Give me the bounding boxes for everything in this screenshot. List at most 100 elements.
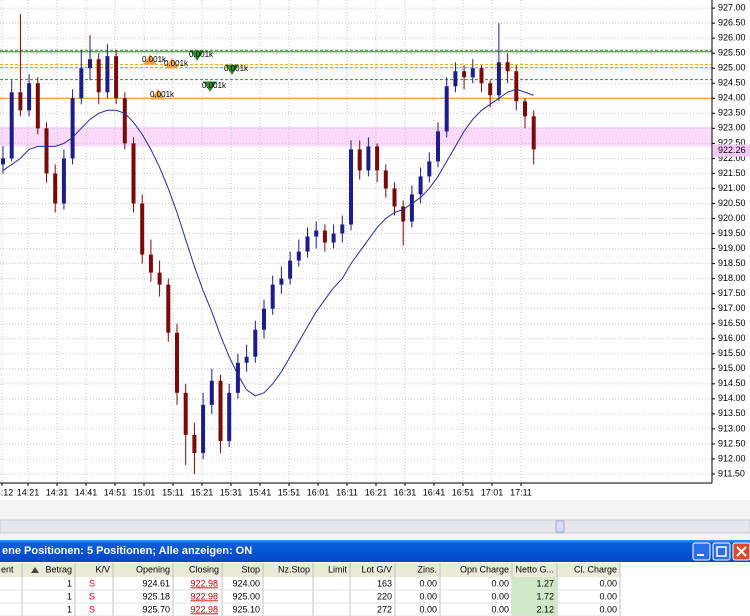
- candle-body: [235, 362, 240, 393]
- order-marker: [151, 89, 165, 100]
- table-cell: 0.00: [491, 578, 509, 588]
- y-tick-label: 923.00: [718, 123, 746, 133]
- y-tick-label: 916.00: [718, 333, 746, 343]
- table-cell: 1.27: [536, 578, 554, 588]
- candle-body: [470, 68, 475, 78]
- column-header[interactable]: Zins.: [417, 564, 437, 574]
- x-tick-label: 14:21: [17, 487, 40, 497]
- h-scrollbar[interactable]: [0, 519, 750, 534]
- candle-body: [218, 380, 223, 441]
- candle-body: [401, 206, 406, 222]
- positions-table: ent Betrag K/V Opening Closing Stop Nz.Stop Lim…: [0, 562, 750, 616]
- y-tick-label: 915.50: [718, 348, 746, 358]
- table-cell: 924.61: [142, 578, 170, 588]
- column-header[interactable]: Closing: [189, 564, 219, 574]
- candle-body: [331, 233, 336, 243]
- x-tick-label: 14:31: [46, 487, 69, 497]
- table-cell: 0.00: [491, 604, 509, 614]
- close-icon: [736, 546, 747, 557]
- x-tick-label: 15:01: [133, 487, 156, 497]
- last-price-label: 922.26: [718, 145, 746, 155]
- candle-body: [105, 56, 110, 93]
- minimize-button[interactable]: [692, 542, 711, 561]
- x-tick-label: 14:12: [0, 487, 13, 497]
- y-tick-label: 915.00: [718, 363, 746, 373]
- closing-link[interactable]: 922.98: [190, 591, 218, 601]
- table-cell: 0.00: [419, 591, 437, 601]
- sort-icon: [31, 567, 39, 573]
- candle-body: [209, 380, 214, 405]
- y-tick-label: 921.50: [718, 168, 746, 178]
- column-header[interactable]: Netto G...: [515, 564, 554, 574]
- closing-link[interactable]: 922.98: [190, 578, 218, 588]
- column-header[interactable]: Lot G/V: [361, 564, 392, 574]
- candle-body: [383, 170, 388, 189]
- y-tick-label: 921.00: [718, 183, 746, 193]
- x-tick-label: 14:41: [75, 487, 98, 497]
- column-header[interactable]: K/V: [95, 564, 110, 574]
- table-cell: 925.70: [142, 604, 170, 614]
- window-titlebar: [0, 540, 750, 562]
- x-tick-label: 16:11: [336, 487, 358, 497]
- candle-body: [531, 116, 536, 150]
- table-cell: 0.00: [491, 591, 509, 601]
- y-tick-label: 923.50: [718, 108, 746, 118]
- y-tick-label: 922.50: [718, 138, 746, 148]
- candle-body: [122, 98, 127, 144]
- y-tick-label: 913.00: [718, 423, 746, 433]
- candle-body: [288, 260, 293, 279]
- y-tick-label: 918.50: [718, 258, 746, 268]
- y-tick-label: 924.00: [718, 93, 746, 103]
- table-cell: 163: [377, 578, 392, 588]
- closing-link[interactable]: 922.98: [190, 604, 218, 614]
- column-header[interactable]: Nz.Stop: [278, 564, 310, 574]
- order-label: 0.001k: [164, 59, 189, 68]
- y-tick-label: 926.50: [718, 18, 746, 28]
- netto-cell: [512, 590, 557, 603]
- minimize-icon: [697, 554, 704, 556]
- candle-body: [70, 98, 75, 159]
- table-cell: 2.12: [536, 604, 554, 614]
- candle-body: [270, 284, 275, 309]
- candle-body: [436, 131, 440, 162]
- table-cell: 925.10: [232, 604, 260, 614]
- y-tick-label: 917.00: [718, 303, 746, 313]
- table-cell: 272: [377, 604, 392, 614]
- column-header[interactable]: Opn Charge: [460, 564, 509, 574]
- candle-body: [53, 173, 58, 204]
- y-tick-label: 927.00: [718, 2, 746, 12]
- table-cell: 1: [67, 578, 72, 588]
- x-tick-label: 15:21: [191, 487, 214, 497]
- candle-body: [453, 71, 458, 87]
- x-tick-label: 16:01: [307, 487, 330, 497]
- candle-body: [392, 188, 397, 207]
- x-tick-label: 15:51: [278, 487, 301, 497]
- candle-body: [462, 71, 467, 78]
- column-header[interactable]: ent: [1, 564, 14, 574]
- y-tick-label: 913.50: [718, 408, 746, 418]
- order-marker: [143, 54, 157, 65]
- maximize-icon: [716, 546, 727, 557]
- x-tick-label: 16:21: [365, 487, 388, 497]
- column-header[interactable]: Stop: [241, 564, 260, 574]
- candle-body: [488, 83, 493, 96]
- maximize-button[interactable]: [712, 542, 731, 561]
- x-tick-label: 17:11: [510, 487, 532, 497]
- table-cell: 925.18: [142, 591, 170, 601]
- candle-body: [253, 329, 258, 357]
- order-label: 0.001k: [142, 55, 167, 64]
- candle-body: [114, 56, 119, 99]
- column-header[interactable]: Limit: [328, 564, 348, 574]
- column-header[interactable]: Betrag: [45, 564, 72, 574]
- table-cell: 924.00: [232, 578, 260, 588]
- column-header[interactable]: Cl. Charge: [574, 564, 617, 574]
- side-cell: S: [89, 578, 95, 588]
- scroll-thumb[interactable]: [555, 520, 565, 533]
- candle-body: [505, 62, 510, 72]
- candle-body: [314, 230, 319, 237]
- candle-body: [479, 68, 484, 84]
- column-header[interactable]: Opening: [136, 564, 170, 574]
- y-tick-label: 920.50: [718, 198, 746, 208]
- candle-body: [157, 272, 162, 285]
